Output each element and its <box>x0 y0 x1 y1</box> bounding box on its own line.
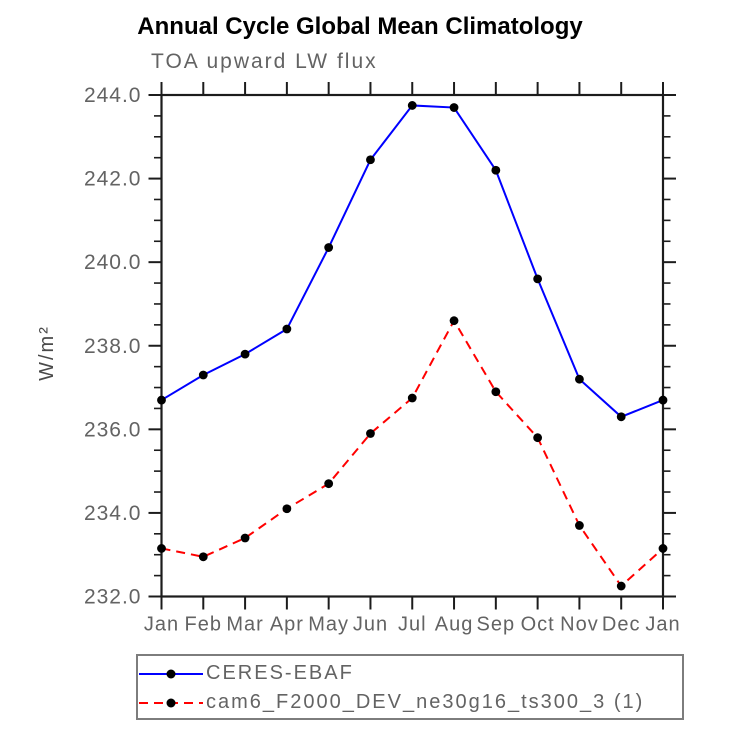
data-point-marker <box>324 243 334 252</box>
legend-marker-dot <box>166 669 176 678</box>
chart-subtitle: TOA upward LW flux <box>151 50 378 73</box>
data-point-marker <box>616 412 626 422</box>
data-point-marker <box>282 324 292 334</box>
x-tick-label: Jul <box>398 614 427 636</box>
data-point-marker <box>575 521 584 530</box>
plot-frame <box>160 93 665 598</box>
x-tick-label: Jan <box>144 614 179 636</box>
data-point-marker <box>616 581 626 591</box>
data-point-marker <box>366 429 375 438</box>
x-tick-label: Oct <box>521 614 555 636</box>
data-point-marker <box>324 479 334 489</box>
data-point-marker <box>449 316 459 326</box>
x-tick-label: Nov <box>560 614 599 636</box>
x-tick-label: Feb <box>185 614 222 636</box>
series-line <box>160 104 664 418</box>
legend: CERES-EBAF cam6_F2000_DEV_ne30g16_ts300_3… <box>136 654 684 720</box>
data-point-marker <box>491 387 501 397</box>
x-tick-label: Sep <box>477 614 516 636</box>
data-point-marker <box>407 393 417 403</box>
x-tick-label: Aug <box>435 614 474 636</box>
data-point-marker <box>198 552 208 562</box>
data-point-marker <box>658 544 668 553</box>
legend-line-sample <box>139 698 203 707</box>
y-tick-label: 240.0 <box>84 251 142 274</box>
y-tick-label: 232.0 <box>84 586 142 609</box>
x-tick-label: Jun <box>353 614 388 636</box>
legend-label: CERES-EBAF <box>206 662 354 684</box>
legend-label: cam6_F2000_DEV_ne30g16_ts300_3 (1) <box>206 691 645 713</box>
y-tick-label: 238.0 <box>84 335 142 358</box>
chart-title: Annual Cycle Global Mean Climatology <box>137 13 583 40</box>
legend-marker-dot <box>166 698 176 707</box>
data-point-marker <box>533 433 543 443</box>
data-point-marker <box>240 349 250 359</box>
y-tick-label: 244.0 <box>84 84 142 107</box>
y-tick-label: 234.0 <box>84 502 142 525</box>
data-point-marker <box>157 544 166 553</box>
data-point-marker <box>157 395 166 405</box>
x-tick-label: May <box>308 614 349 636</box>
x-tick-label: Mar <box>226 614 263 636</box>
series-line <box>161 318 664 588</box>
legend-item: CERES-EBAF <box>138 659 682 688</box>
data-point-marker <box>658 395 668 405</box>
legend-line-sample <box>139 669 203 678</box>
data-point-marker <box>575 374 584 384</box>
data-point-marker <box>240 533 250 543</box>
data-point-marker <box>449 103 459 112</box>
data-point-marker <box>533 274 543 284</box>
data-point-marker <box>366 155 375 165</box>
y-tick-label: 242.0 <box>84 168 142 191</box>
data-point-marker <box>407 101 417 110</box>
data-point-marker <box>491 165 501 175</box>
x-tick-label: Jan <box>645 614 680 636</box>
x-tick-label: Dec <box>602 614 641 636</box>
y-tick-label: 236.0 <box>84 418 142 441</box>
data-point-marker <box>282 504 292 514</box>
x-tick-label: Apr <box>270 614 304 636</box>
data-point-marker <box>198 370 208 380</box>
legend-item: cam6_F2000_DEV_ne30g16_ts300_3 (1) <box>138 688 682 717</box>
